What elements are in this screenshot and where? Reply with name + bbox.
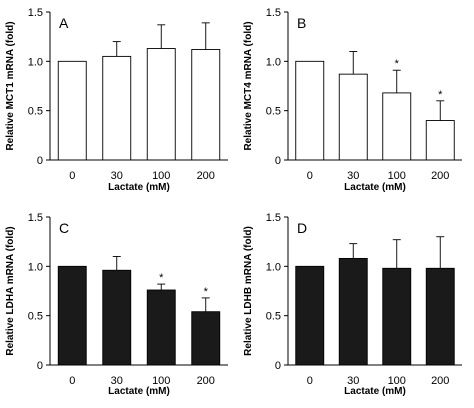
x-tick-label: 0	[307, 375, 313, 387]
x-axis-label: Lactate (mM)	[108, 386, 170, 397]
bar	[425, 120, 455, 161]
y-axis-label: Relative MCT4 mRNA (fold)	[243, 21, 254, 150]
x-tick-label: 200	[197, 375, 215, 387]
x-tick-label: 30	[111, 375, 123, 387]
panel-label: C	[59, 220, 69, 236]
x-tick-label: 200	[431, 170, 449, 182]
significance-marker: *	[159, 272, 164, 284]
significance-marker: *	[438, 89, 443, 101]
y-tick-label: 0	[37, 155, 43, 167]
x-axis-label: Lactate (mM)	[344, 386, 406, 397]
y-axis-label: Relative LDHB mRNA (fold)	[243, 226, 254, 356]
significance-marker: *	[395, 58, 400, 70]
chart-panel-b: B * * 0 0.5 1.0 1.5 0 30 100 200 Lactate (mM) Relati…	[243, 7, 462, 193]
bar	[146, 289, 176, 366]
bar	[102, 269, 132, 366]
y-tick-label: 0.5	[266, 311, 281, 323]
y-tick-label: 0.5	[28, 106, 43, 118]
y-tick-label: 1.5	[266, 212, 281, 224]
bar	[102, 55, 132, 161]
chart-panel-a: A 0 0.5 1.0 1.5 0 30 100 200 Lactate (mM) Relative…	[5, 7, 228, 193]
x-tick-label: 100	[152, 375, 170, 387]
y-tick-label: 1.0	[266, 56, 281, 68]
y-tick-label: 1.0	[28, 261, 43, 273]
x-axis-label: Lactate (mM)	[108, 182, 170, 193]
bar	[191, 49, 221, 161]
bar	[338, 73, 368, 161]
significance-marker: *	[204, 286, 209, 298]
x-tick-label: 30	[347, 170, 359, 182]
y-tick-label: 1.5	[28, 212, 43, 224]
y-tick-label: 0	[275, 360, 281, 372]
bar	[425, 267, 455, 366]
y-axis-label: Relative MCT1 mRNA (fold)	[5, 21, 16, 150]
y-tick-label: 1.0	[28, 56, 43, 68]
x-tick-label: 200	[431, 375, 449, 387]
y-tick-label: 0.5	[266, 106, 281, 118]
bar	[191, 311, 221, 366]
x-tick-label: 30	[111, 170, 123, 182]
x-tick-label: 100	[388, 375, 406, 387]
y-axis-label: Relative LDHA mRNA (fold)	[5, 226, 16, 355]
chart-panel-c: C * * 0 0.5 1.0 1.5 0 30 100 200 Lactate (mM) Relati…	[5, 212, 228, 397]
bar	[338, 257, 368, 366]
y-tick-label: 0	[37, 360, 43, 372]
chart-panel-d: D 0 0.5 1.0 1.5 0 30 100 200 Lactate (mM) Relative…	[243, 212, 462, 397]
y-tick-label: 1.0	[266, 261, 281, 273]
panel-label: B	[297, 15, 306, 31]
x-tick-label: 30	[347, 375, 359, 387]
panel-label: D	[297, 220, 307, 236]
bar	[382, 267, 412, 366]
y-tick-label: 1.5	[28, 7, 43, 19]
x-tick-label: 100	[388, 170, 406, 182]
x-tick-label: 0	[307, 170, 313, 182]
x-tick-label: 0	[69, 375, 75, 387]
bar	[382, 92, 412, 161]
panel-label: A	[59, 15, 69, 31]
bar	[295, 60, 325, 161]
bar	[295, 265, 325, 366]
y-tick-label: 0.5	[28, 311, 43, 323]
bar	[146, 48, 176, 161]
x-tick-label: 200	[197, 170, 215, 182]
x-tick-label: 0	[69, 170, 75, 182]
bar	[57, 265, 87, 366]
bar	[57, 60, 87, 161]
y-tick-label: 1.5	[266, 7, 281, 19]
x-axis-label: Lactate (mM)	[344, 182, 406, 193]
y-tick-label: 0	[275, 155, 281, 167]
x-tick-label: 100	[152, 170, 170, 182]
